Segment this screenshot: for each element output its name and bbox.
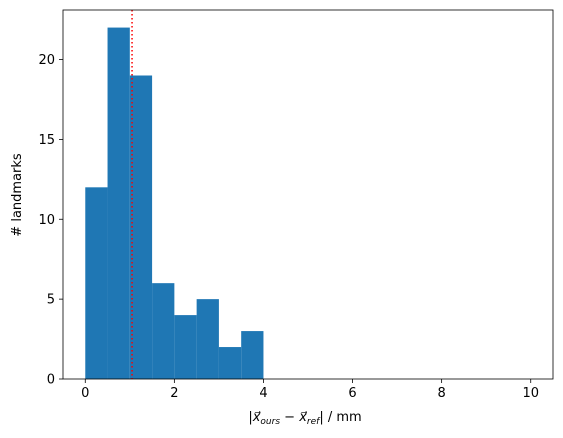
plot-frame bbox=[62, 9, 554, 380]
histogram-bar bbox=[85, 187, 108, 379]
x-tick-label: 8 bbox=[437, 386, 445, 401]
y-axis-label: # landmarks bbox=[10, 153, 25, 237]
x-tick-label: 10 bbox=[522, 386, 539, 401]
x-tick-label: 6 bbox=[348, 386, 356, 401]
histogram-bars bbox=[85, 27, 264, 380]
histogram-bar bbox=[152, 283, 175, 379]
histogram-bar bbox=[107, 27, 130, 379]
y-axis-ticks: 0 5 10 15 20 bbox=[38, 53, 63, 388]
histogram-bar bbox=[241, 331, 264, 379]
y-tick-label: 20 bbox=[38, 53, 55, 68]
histogram-bar bbox=[218, 347, 242, 379]
histogram-bar bbox=[129, 75, 153, 380]
x-tick-label: 0 bbox=[81, 386, 89, 401]
x-tick-label: 2 bbox=[170, 386, 178, 401]
histogram-bar bbox=[196, 299, 219, 379]
y-tick-label: 15 bbox=[38, 133, 55, 148]
histogram-bar bbox=[174, 315, 197, 379]
y-tick-label: 0 bbox=[47, 373, 55, 388]
x-tick-label: 4 bbox=[259, 386, 267, 401]
x-axis-label: |x⃗ours − x⃗ref| / mm bbox=[248, 410, 361, 427]
y-tick-label: 10 bbox=[38, 213, 55, 228]
x-axis-ticks: 0 2 4 6 8 10 bbox=[81, 379, 539, 401]
y-tick-label: 5 bbox=[47, 293, 55, 308]
